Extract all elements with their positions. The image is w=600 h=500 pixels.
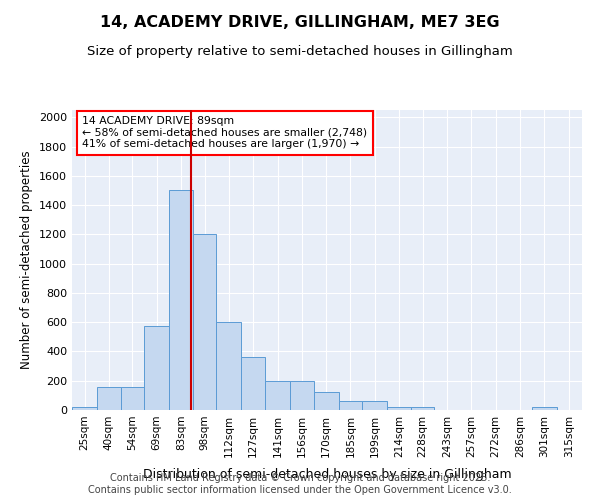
- Bar: [362, 401, 388, 410]
- Bar: [121, 388, 144, 410]
- Bar: [388, 407, 411, 410]
- Y-axis label: Number of semi-detached properties: Number of semi-detached properties: [20, 150, 34, 370]
- Bar: [532, 407, 557, 410]
- Bar: [241, 358, 265, 410]
- Bar: [144, 326, 169, 410]
- Bar: [339, 401, 362, 410]
- Bar: [169, 190, 193, 410]
- Text: Size of property relative to semi-detached houses in Gillingham: Size of property relative to semi-detach…: [87, 45, 513, 58]
- Text: 14, ACADEMY DRIVE, GILLINGHAM, ME7 3EG: 14, ACADEMY DRIVE, GILLINGHAM, ME7 3EG: [100, 15, 500, 30]
- Bar: [265, 382, 290, 410]
- X-axis label: Distribution of semi-detached houses by size in Gillingham: Distribution of semi-detached houses by …: [143, 468, 511, 481]
- Text: Contains HM Land Registry data © Crown copyright and database right 2025.
Contai: Contains HM Land Registry data © Crown c…: [88, 474, 512, 495]
- Bar: [290, 382, 314, 410]
- Text: 14 ACADEMY DRIVE: 89sqm
← 58% of semi-detached houses are smaller (2,748)
41% of: 14 ACADEMY DRIVE: 89sqm ← 58% of semi-de…: [82, 116, 367, 149]
- Bar: [216, 322, 241, 410]
- Bar: [72, 407, 97, 410]
- Bar: [411, 407, 434, 410]
- Bar: [314, 392, 339, 410]
- Bar: [193, 234, 216, 410]
- Bar: [97, 388, 121, 410]
